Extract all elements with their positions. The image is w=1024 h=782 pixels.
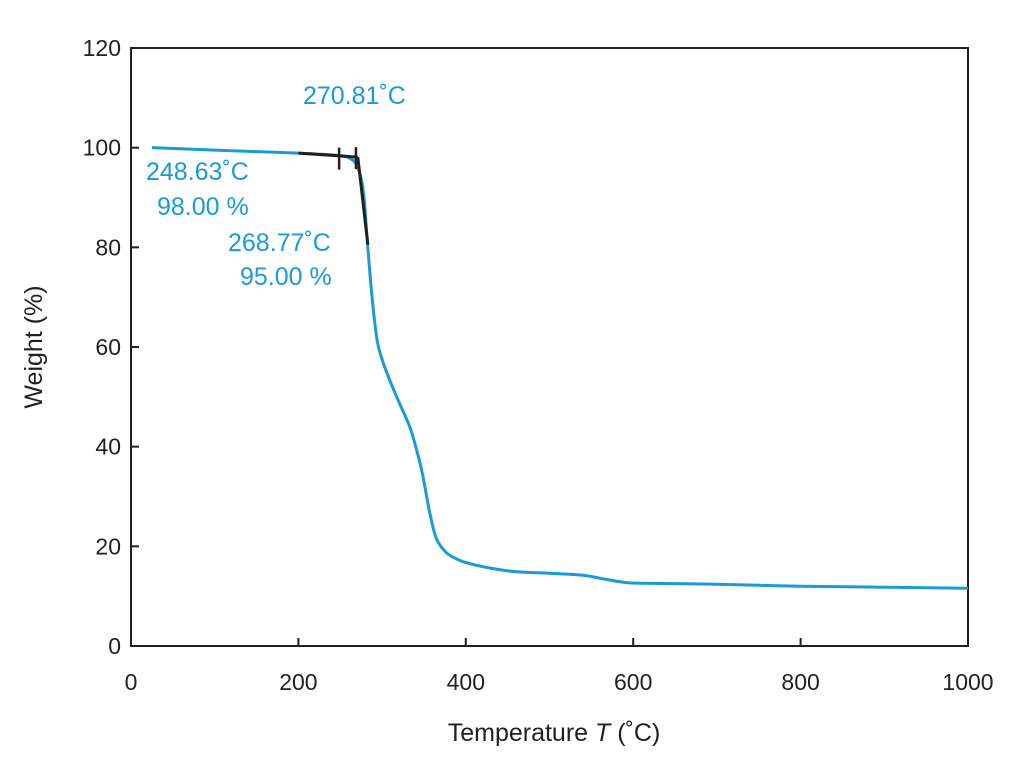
x-axis-label-text: Temperature <box>448 719 595 747</box>
y-axis-label: Weight (%) <box>20 285 48 408</box>
x-tick-label: 800 <box>781 669 819 695</box>
x-axis-label: Temperature T (˚C) <box>448 719 661 747</box>
series-layer <box>151 146 969 590</box>
plot-frame <box>130 47 969 647</box>
x-tick-label: 1000 <box>942 669 993 695</box>
y-tick-label: 120 <box>83 35 121 61</box>
x-axis-ticks: 0 200 400 600 800 1000 <box>125 638 994 695</box>
x-tick-label: 0 <box>125 669 138 695</box>
x-axis-label-unit: (˚C) <box>610 719 660 747</box>
annotation-onset-temp: 270.81˚C <box>303 82 406 110</box>
tangent-layer <box>298 147 370 246</box>
annotation-98pct-temp: 248.63˚C <box>146 158 249 186</box>
y-tick-label: 60 <box>95 334 121 360</box>
y-tick-label: 20 <box>95 533 121 559</box>
annotation-95pct-temp: 268.77˚C <box>228 229 331 257</box>
x-tick-label: 400 <box>447 669 485 695</box>
tangent-line <box>298 151 358 159</box>
tangent-line <box>356 156 370 246</box>
y-tick-label: 0 <box>108 633 121 659</box>
weight-curve <box>151 146 969 590</box>
y-tick-label: 80 <box>95 234 121 260</box>
y-axis-ticks: 0 20 40 60 80 100 120 <box>83 35 139 659</box>
x-tick-label: 200 <box>279 669 317 695</box>
x-axis-label-var: T <box>595 719 612 747</box>
y-tick-label: 40 <box>95 434 121 460</box>
y-tick-label: 100 <box>83 135 121 161</box>
annotation-95pct-value: 95.00 % <box>240 263 332 291</box>
annotation-98pct-value: 98.00 % <box>157 193 249 221</box>
x-tick-label: 600 <box>614 669 652 695</box>
